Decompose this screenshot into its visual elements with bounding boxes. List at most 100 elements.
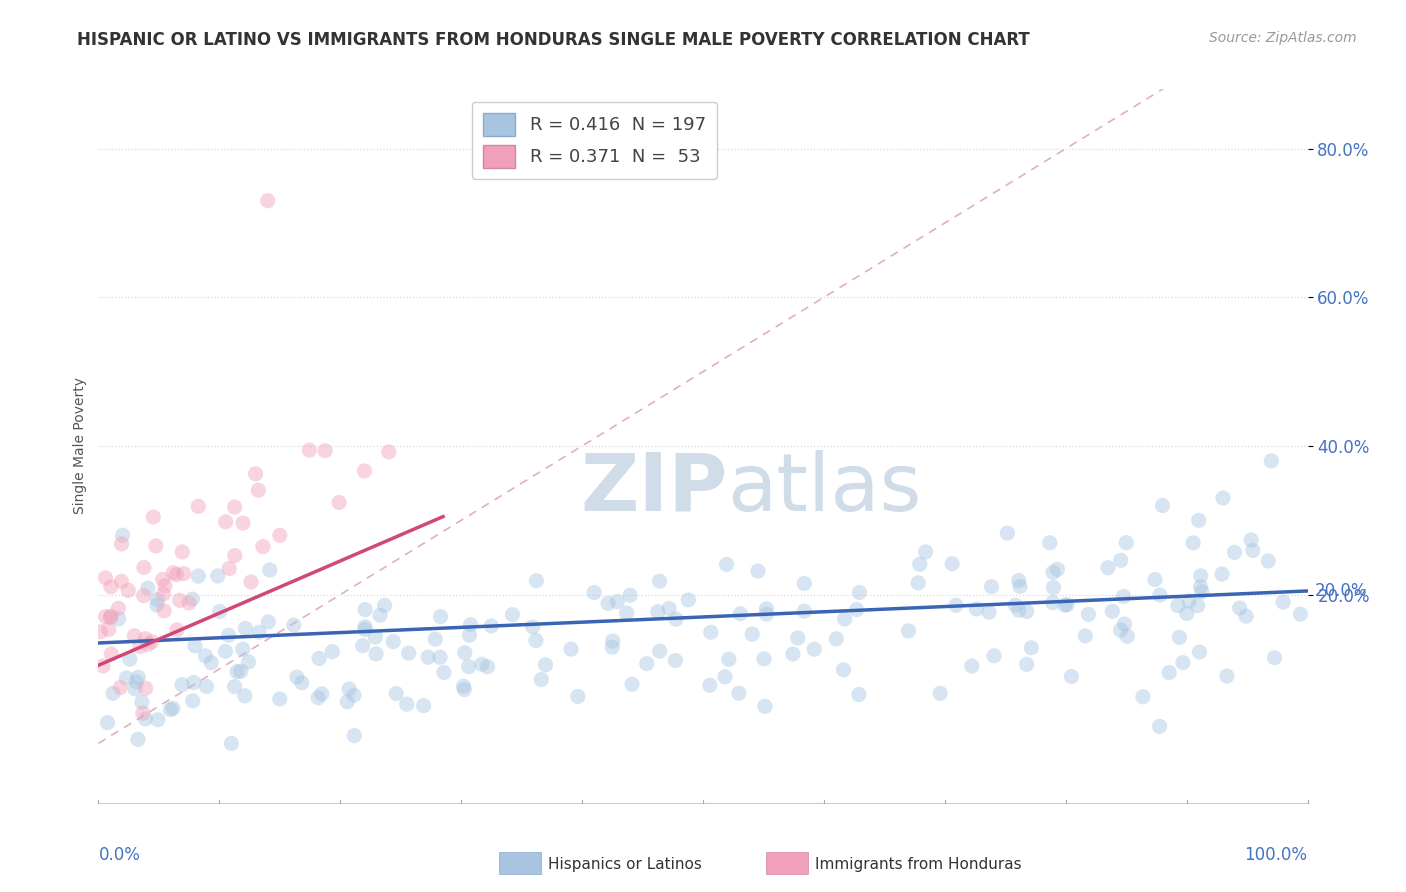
Point [960, 659, 983, 673]
Point [172, 545, 194, 559]
Point [364, 630, 387, 644]
Point [717, 652, 740, 666]
Point [907, 575, 929, 590]
Point [479, 619, 502, 633]
Point [238, 655, 260, 669]
Point [965, 602, 987, 616]
Point [522, 620, 544, 634]
Point [1143, 573, 1166, 587]
Point [132, 589, 155, 603]
Point [754, 699, 776, 714]
Point [343, 729, 366, 743]
Point [1021, 640, 1043, 655]
Point [1112, 590, 1135, 604]
Point [170, 678, 193, 692]
Point [257, 615, 280, 629]
Point [1212, 491, 1234, 505]
Point [107, 612, 129, 626]
Point [162, 701, 184, 715]
Point [145, 539, 167, 553]
Point [142, 510, 165, 524]
Point [1149, 719, 1171, 733]
Point [914, 545, 936, 559]
Point [96, 715, 118, 730]
Point [127, 732, 149, 747]
Point [534, 657, 557, 672]
Point [127, 670, 149, 684]
Point [181, 694, 204, 708]
Point [354, 602, 377, 616]
Point [429, 650, 451, 665]
Point [269, 528, 291, 542]
Point [1187, 599, 1209, 613]
Point [1191, 584, 1213, 599]
Point [983, 648, 1005, 663]
Text: Hispanics or Latinos: Hispanics or Latinos [548, 857, 702, 871]
Point [454, 646, 477, 660]
Point [368, 608, 391, 623]
Point [501, 607, 523, 622]
Point [453, 679, 475, 693]
Point [398, 646, 420, 660]
Point [298, 443, 321, 458]
Point [224, 549, 246, 563]
Point [232, 642, 254, 657]
Text: Source: ZipAtlas.com: Source: ZipAtlas.com [1209, 31, 1357, 45]
Point [124, 629, 146, 643]
Point [1074, 629, 1097, 643]
Point [621, 677, 644, 691]
Point [1229, 601, 1251, 615]
Point [153, 579, 176, 593]
Point [1152, 499, 1174, 513]
Point [173, 566, 195, 581]
Point [678, 593, 700, 607]
Point [1109, 623, 1132, 637]
Point [100, 610, 122, 624]
Point [136, 581, 159, 595]
Point [606, 595, 628, 609]
Point [664, 653, 686, 667]
Point [425, 632, 447, 647]
Point [131, 695, 153, 709]
Point [125, 674, 148, 689]
Point [752, 652, 775, 666]
Point [107, 601, 129, 615]
Point [1097, 560, 1119, 574]
Point [700, 625, 723, 640]
Point [200, 656, 222, 670]
Point [560, 642, 582, 657]
Point [134, 712, 156, 726]
Point [162, 566, 184, 580]
Point [195, 680, 218, 694]
Point [100, 647, 122, 661]
Point [135, 681, 157, 696]
Text: ZIP: ZIP [579, 450, 727, 528]
Point [747, 564, 769, 578]
Point [247, 483, 270, 498]
Point [100, 580, 122, 594]
Point [117, 583, 139, 598]
Text: atlas: atlas [727, 450, 921, 528]
Point [458, 628, 481, 642]
Point [665, 612, 688, 626]
Point [1188, 513, 1211, 527]
Point [977, 605, 1000, 619]
Point [1046, 562, 1069, 576]
Point [382, 634, 405, 648]
Point [526, 574, 548, 588]
Point [1289, 607, 1312, 622]
Point [183, 675, 205, 690]
Point [848, 585, 870, 599]
Text: Immigrants from Honduras: Immigrants from Honduras [815, 857, 1022, 871]
Point [1257, 554, 1279, 568]
Point [224, 680, 246, 694]
Point [755, 607, 778, 621]
Point [1008, 574, 1031, 588]
Point [152, 573, 174, 587]
Point [364, 647, 387, 661]
Text: HISPANIC OR LATINO VS IMMIGRANTS FROM HONDURAS SINGLE MALE POVERTY CORRELATION C: HISPANIC OR LATINO VS IMMIGRANTS FROM HO… [77, 31, 1031, 49]
Point [616, 606, 638, 620]
Point [457, 659, 479, 673]
Point [1015, 657, 1038, 672]
Point [1223, 545, 1246, 559]
